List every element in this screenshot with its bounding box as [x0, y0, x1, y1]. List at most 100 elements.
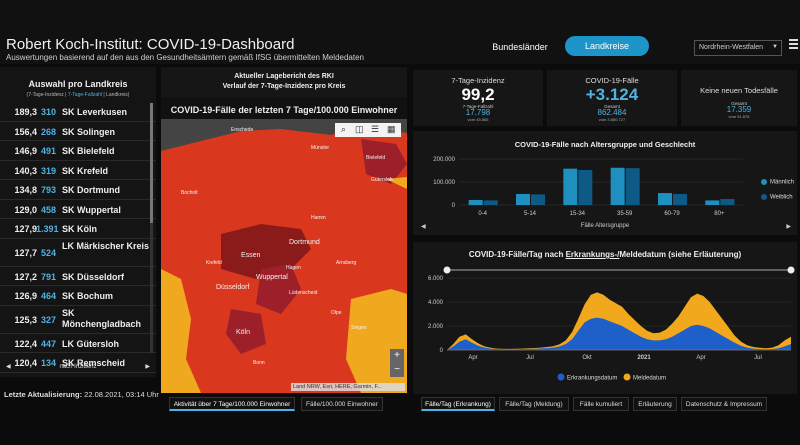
district-name: SK Dortmund: [62, 185, 120, 195]
prev-arrow-icon[interactable]: ◀: [421, 224, 426, 230]
layers-icon[interactable]: ◫: [355, 124, 364, 134]
district-row[interactable]: 125,3 327 SK Mönchengladbach: [0, 306, 156, 334]
age-chart-xtick: 80+: [714, 211, 725, 217]
kpi-cases-sub-value: 862.484: [597, 108, 627, 117]
zoom-in-button[interactable]: +: [394, 350, 400, 361]
legend-female: Weiblich: [761, 194, 793, 201]
timeline-title-link[interactable]: Erkrankungs-/: [565, 250, 620, 259]
tab-privacy[interactable]: Datenschutz & Impressum: [681, 397, 767, 411]
district-row[interactable]: 140,3 319 SK Krefeld: [0, 161, 156, 180]
timeline-legend-label: Meldedatum: [633, 376, 666, 382]
district-name: SK Bochum: [62, 291, 114, 301]
age-bar-5-14-männlich: [516, 193, 530, 205]
incidence-map[interactable]: Bielefeld Gütersloh Hamm Dortmund Essen Hagen…: [161, 119, 407, 393]
tab-cases-onset[interactable]: Fälle/Tag (Erkrankung): [421, 397, 495, 411]
district-incidence: 134,8: [14, 185, 37, 195]
kpi-deaths-sub-note: vom 91.876: [728, 114, 750, 119]
kpi-deaths-label: Keine neuen Todesfälle: [700, 86, 778, 95]
timeline-chart[interactable]: 0 2.000 4.000 6.000 Apr Jul Okt 2021 Apr Jul Erkra…: [413, 266, 797, 394]
map-city-label: Krefeld: [206, 260, 222, 266]
kpi-incidence-sub-note: vom 45.565: [467, 117, 489, 122]
region-moderate-west: [161, 269, 201, 393]
map-city-label: Wuppertal: [256, 274, 288, 281]
district-row[interactable]: 189,3 310 SK Leverkusen: [0, 102, 156, 122]
tab-cases-cumulative[interactable]: Fälle kumuliert: [573, 397, 629, 411]
basemap-icon[interactable]: ▦: [387, 124, 396, 134]
search-icon[interactable]: ⌕: [341, 124, 347, 134]
next-arrow-icon[interactable]: ▶: [786, 224, 791, 230]
tab-cases-per-100k[interactable]: Fälle/100.000 Einwohner: [301, 397, 383, 411]
map-city-label: Gütersloh: [371, 177, 393, 183]
nav-landkreise-button[interactable]: Landkreise: [565, 36, 649, 56]
region-select[interactable]: Nordrhein-Westfalen ▼: [694, 40, 782, 56]
age-bar-60-79-weiblich: [673, 193, 687, 205]
district-row[interactable]: 127,7 524 LK Märkischer Kreis: [0, 239, 156, 267]
kpi-cases-label: COVID-19-Fälle: [585, 76, 639, 85]
tab-incidence[interactable]: 7-Tage-Inzidenz: [28, 92, 64, 98]
district-name: SK Leverkusen: [62, 107, 128, 117]
header: Robert Koch-Institut: COVID-19-Dashboard…: [0, 0, 800, 64]
district-row[interactable]: 134,8 793 SK Dortmund: [0, 180, 156, 200]
timeline-xtick: Jul: [754, 355, 762, 361]
tab-cases-report[interactable]: Fälle/Tag (Meldung): [499, 397, 569, 411]
district-row[interactable]: 127,2 791 SK Düsseldorf: [0, 267, 156, 286]
map-zoom-control: + −: [390, 349, 404, 377]
age-chart-ytick: 0: [452, 203, 456, 209]
district-list-scrollbar[interactable]: [150, 103, 153, 353]
district-row[interactable]: 156,4 268 SK Solingen: [0, 122, 156, 141]
prev-arrow-icon[interactable]: ◀: [6, 364, 11, 370]
age-chart-ytick: 100.000: [433, 180, 455, 186]
tab-activity-7-days[interactable]: Aktivität über 7 Tage/100.000 Einwohner: [169, 397, 295, 411]
timeline-xtick: Okt: [582, 355, 592, 361]
map-city-label: Münster: [311, 145, 329, 151]
district-case-count: 268: [40, 126, 56, 137]
district-row[interactable]: 120,4 134 SK Remscheid: [0, 353, 156, 373]
map-toolbar: ⌕ ◫ ☰ ▦: [335, 123, 401, 137]
timeline-ytick: 2.000: [428, 324, 444, 330]
page-subtitle: Auswertungen basierend auf den aus den G…: [6, 53, 364, 62]
rki-report-header: Aktueller Lagebericht des RKI Verlauf de…: [161, 67, 407, 97]
age-chart-xtick: 35-59: [617, 211, 633, 217]
region-very-high-bielefeld: [361, 139, 407, 184]
kpi-incidence-sub-value: 17.798: [465, 108, 491, 117]
district-case-count: 327: [40, 314, 56, 325]
district-row[interactable]: 122,4 447 LK Gütersloh: [0, 334, 156, 353]
tab-district[interactable]: Landkreis: [106, 92, 128, 98]
district-case-count: 791: [40, 271, 56, 282]
timeline-xtick: Jul: [526, 355, 534, 361]
map-city-label: Siegen: [351, 325, 367, 331]
timeline-tabs: Fälle/Tag (Erkrankung) Fälle/Tag (Meldun…: [413, 397, 797, 411]
age-bar-0-4-männlich: [468, 199, 483, 205]
district-row[interactable]: 127,9 1.391 SK Köln: [0, 219, 156, 239]
rki-report-line1: Aktueller Lagebericht des RKI: [234, 73, 334, 80]
kpi-incidence-value: 99,2: [461, 85, 495, 104]
district-row[interactable]: 129,0 458 SK Wuppertal: [0, 200, 156, 219]
district-incidence: 146,9: [14, 146, 37, 156]
nav-bundeslaender-button[interactable]: Bundesländer: [492, 42, 548, 52]
district-row[interactable]: 126,9 464 SK Bochum: [0, 286, 156, 306]
district-case-count: 319: [40, 165, 56, 176]
kpi-cases-sub-note: vom 3.850.727: [598, 117, 626, 122]
district-name: SK Remscheid: [62, 358, 126, 368]
age-chart-ytick: 200.000: [433, 157, 455, 163]
map-city-label: Olpe: [331, 310, 342, 316]
kpi-incidence-label: 7-Tage-Inzidenz: [451, 76, 505, 85]
age-bar-35-59-männlich: [610, 167, 625, 205]
map-tabs: Aktivität über 7 Tage/100.000 Einwohner …: [161, 397, 407, 411]
district-row[interactable]: 146,9 491 SK Bielefeld: [0, 141, 156, 161]
zoom-out-button[interactable]: −: [394, 364, 400, 375]
age-chart[interactable]: 0 100.000 200.000 0-4 5-14 15-34 35-59 60-79 80+: [413, 153, 797, 221]
map-city-label: Bocholt: [181, 190, 198, 196]
tab-case-count[interactable]: 7-Tage-Fallzahl: [67, 92, 103, 98]
menu-icon[interactable]: [789, 39, 798, 51]
map-city-label: Enschede: [231, 127, 253, 133]
next-arrow-icon[interactable]: ▶: [145, 364, 150, 370]
district-incidence: 189,3: [14, 107, 37, 117]
timeline-xtick: Apr: [696, 355, 705, 361]
district-name: SK Düsseldorf: [62, 271, 125, 282]
timeline-chart-title: COVID-19-Fälle/Tag nach Erkrankungs-/Mel…: [413, 250, 797, 259]
age-chart-xtick: 5-14: [524, 211, 537, 217]
legend-icon[interactable]: ☰: [371, 124, 380, 134]
tab-explanation[interactable]: Erläuterung: [633, 397, 677, 411]
age-chart-xlabel: Fälle Altersgruppe: [580, 223, 630, 229]
